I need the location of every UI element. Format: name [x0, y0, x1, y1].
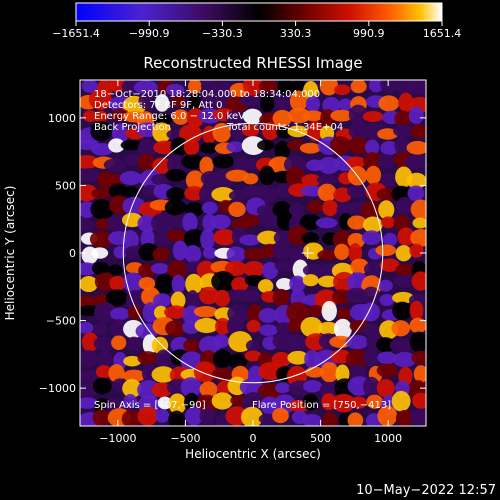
x-tick-label: −500: [170, 432, 200, 445]
x-axis-label: Heliocentric X (arcsec): [185, 447, 321, 461]
colorbar-tick-label: −990.9: [129, 27, 170, 40]
colorbar-tick-label: −1651.4: [52, 27, 100, 40]
x-tick-label: 1000: [374, 432, 402, 445]
x-tick-label: 500: [310, 432, 331, 445]
chart-title: Reconstructed RHESSI Image: [143, 54, 362, 72]
annotation-time-range: 18−Oct−2010 18:28:04.000 to 18:34:04.000: [94, 89, 320, 100]
colorbar-ticks: −1651.4 −990.9 −330.3 330.3 990.9 1651.4: [52, 21, 461, 40]
colorbar: [75, 2, 443, 22]
annotation-detectors: Detectors: 7F 8F 9F, Att 0: [94, 100, 222, 111]
y-axis-ticks: −1000 −500 0 500 1000: [39, 112, 426, 395]
x-axis-ticks: −1000 −500 0 500 1000: [99, 80, 402, 445]
heatmap-image: [80, 80, 426, 426]
footer-date: 10−May−2022 12:57: [356, 483, 496, 498]
x-tick-label: −1000: [99, 432, 136, 445]
annotation-flare-position: Flare Position = [750,−413]: [252, 400, 391, 411]
x-tick-label: 0: [250, 432, 257, 445]
annotation-total-counts: Total counts: 1.34E+04: [226, 122, 343, 133]
colorbar-tick-label: 990.9: [353, 27, 385, 40]
y-tick-label: 0: [69, 247, 76, 260]
annotation-energy-range: Energy Range: 6.0 − 12.0 keV: [94, 111, 245, 122]
y-tick-label: −1000: [39, 382, 76, 395]
colorbar-tick-label: −330.3: [202, 27, 243, 40]
solar-disk-outline: [122, 122, 384, 384]
flare-position-marker: [301, 247, 314, 259]
y-axis-label: Heliocentric Y (arcsec): [3, 186, 17, 321]
y-tick-label: 500: [55, 179, 76, 192]
colorbar-tick-label: 330.3: [280, 27, 312, 40]
y-tick-label: −500: [46, 315, 76, 328]
y-tick-label: 1000: [48, 112, 76, 125]
annotation-method: Back Projection: [94, 122, 171, 133]
colorbar-tick-label: 1651.4: [423, 27, 462, 40]
annotation-spin-axis: Spin Axis = [407,−90]: [94, 400, 206, 411]
